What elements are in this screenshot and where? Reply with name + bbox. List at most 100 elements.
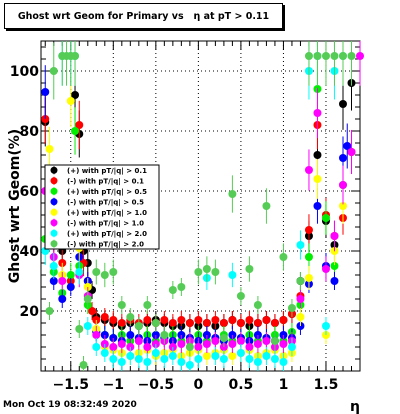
data-point: [109, 268, 118, 276]
data-point: [45, 145, 54, 153]
data-point: [236, 292, 245, 300]
data-point: [253, 340, 262, 348]
data-point: [75, 121, 84, 129]
data-point: [66, 271, 75, 279]
y-tick-label: 40: [20, 244, 40, 260]
legend-label: (+) with pT/|q| > 0.5: [67, 188, 147, 197]
data-point: [109, 343, 118, 351]
data-point: [117, 301, 126, 309]
data-point: [245, 316, 254, 324]
data-point: [253, 319, 262, 327]
data-point: [228, 190, 237, 198]
data-point: [168, 286, 177, 294]
data-point: [219, 319, 228, 327]
data-point: [66, 283, 75, 291]
data-point: [262, 337, 271, 345]
data-point: [296, 295, 305, 303]
data-point: [313, 109, 322, 117]
data-point: [109, 355, 118, 363]
data-point: [270, 337, 279, 345]
data-point: [313, 151, 322, 159]
data-point: [194, 343, 203, 351]
series-7: [45, 41, 356, 371]
x-tick-label: −1.5: [53, 377, 90, 393]
data-point: [202, 352, 211, 360]
data-point: [296, 277, 305, 285]
data-point: [143, 301, 152, 309]
datestamp: Mon Oct 19 08:32:49 2020: [3, 400, 137, 410]
data-point: [330, 262, 339, 270]
legend-marker: [50, 219, 58, 227]
data-point: [194, 316, 203, 324]
data-point: [270, 319, 279, 327]
data-point: [304, 166, 313, 174]
data-point: [253, 301, 262, 309]
data-point: [109, 316, 118, 324]
data-point: [58, 277, 67, 285]
data-point: [343, 142, 352, 150]
data-point: [151, 349, 160, 357]
data-point: [71, 127, 80, 135]
data-point: [185, 361, 194, 369]
data-point: [100, 349, 109, 357]
data-point: [126, 313, 135, 321]
data-point: [236, 337, 245, 345]
y-tick-label: 20: [20, 304, 40, 320]
data-point: [304, 226, 313, 234]
data-point: [338, 181, 347, 189]
x-tick-label: 1.5: [314, 377, 339, 393]
data-point: [100, 271, 109, 279]
legend-box: [44, 164, 160, 250]
legend-marker: [50, 229, 58, 237]
y-tick-label: 80: [20, 124, 40, 140]
data-point: [279, 253, 288, 261]
data-point: [177, 340, 186, 348]
data-point: [321, 214, 330, 222]
data-point: [279, 340, 288, 348]
data-point: [330, 277, 339, 285]
legend-marker: [50, 240, 58, 248]
data-point: [66, 97, 75, 105]
data-point: [211, 268, 220, 276]
data-point: [126, 331, 135, 339]
data-point: [262, 352, 271, 360]
data-point: [262, 202, 271, 210]
data-point: [41, 115, 50, 123]
data-point: [296, 313, 305, 321]
data-point: [279, 316, 288, 324]
data-point: [236, 319, 245, 327]
data-point: [92, 268, 101, 276]
data-point: [49, 277, 58, 285]
legend-label: (+) with pT/|q| > 0.1: [67, 167, 147, 176]
data-point: [71, 52, 80, 60]
data-point: [83, 295, 92, 303]
legend-label: (+) with pT/|q| > 1.0: [67, 209, 147, 218]
data-point: [262, 316, 271, 324]
data-point: [71, 91, 80, 99]
data-point: [347, 52, 356, 60]
data-point: [245, 343, 254, 351]
data-point: [338, 100, 347, 108]
legend-label: (-) with pT/|q| > 2.0: [67, 240, 144, 249]
data-point: [143, 343, 152, 351]
data-point: [160, 331, 169, 339]
legend-label: (-) with pT/|q| > 0.1: [67, 177, 144, 186]
data-point: [143, 316, 152, 324]
data-point: [304, 274, 313, 282]
data-point: [356, 52, 364, 60]
x-tick-label: 0: [193, 377, 203, 393]
data-point: [228, 316, 237, 324]
data-point: [304, 253, 313, 261]
data-point: [126, 352, 135, 360]
data-point: [321, 52, 330, 60]
data-point: [287, 343, 296, 351]
data-point: [313, 202, 322, 210]
data-point: [211, 352, 220, 360]
data-point: [236, 349, 245, 357]
data-point: [194, 268, 203, 276]
data-point: [75, 325, 84, 333]
data-point: [228, 340, 237, 348]
x-tick-label: 1: [279, 377, 289, 393]
